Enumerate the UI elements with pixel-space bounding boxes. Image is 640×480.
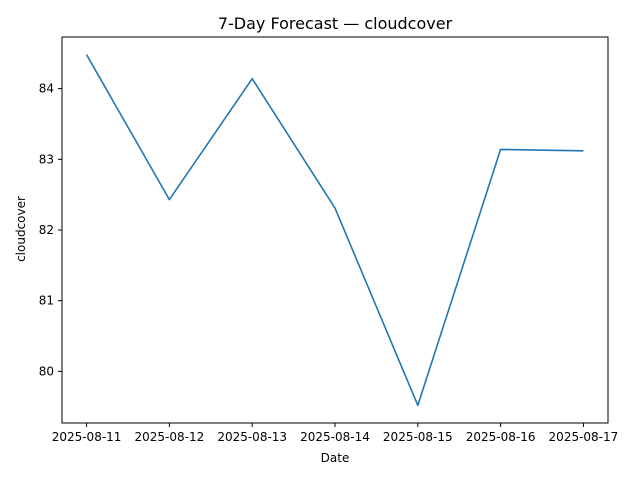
x-tick-label: 2025-08-14 [300, 430, 370, 444]
plot-area: 2025-08-11 2025-08-12 2025-08-13 2025-08-14… [39, 36, 619, 444]
y-tick-label: 80 [39, 364, 54, 378]
x-axis-label: Date [321, 451, 350, 465]
y-tick-label: 84 [39, 82, 54, 96]
y-tick-label: 83 [39, 152, 54, 166]
x-tick-label: 2025-08-17 [549, 430, 619, 444]
x-tick-label: 2025-08-16 [466, 430, 536, 444]
x-tick-label: 2025-08-12 [135, 430, 205, 444]
y-tick-label: 82 [39, 223, 54, 237]
y-axis-label: cloudcover [14, 196, 28, 262]
series-line-0 [85, 54, 584, 407]
plot-frame [61, 36, 609, 424]
chart-title: 7-Day Forecast — cloudcover [218, 14, 453, 33]
x-tick-label: 2025-08-15 [383, 430, 453, 444]
x-tick-label: 2025-08-11 [52, 430, 122, 444]
y-tick-label: 81 [39, 294, 54, 308]
x-tick-label: 2025-08-13 [217, 430, 287, 444]
